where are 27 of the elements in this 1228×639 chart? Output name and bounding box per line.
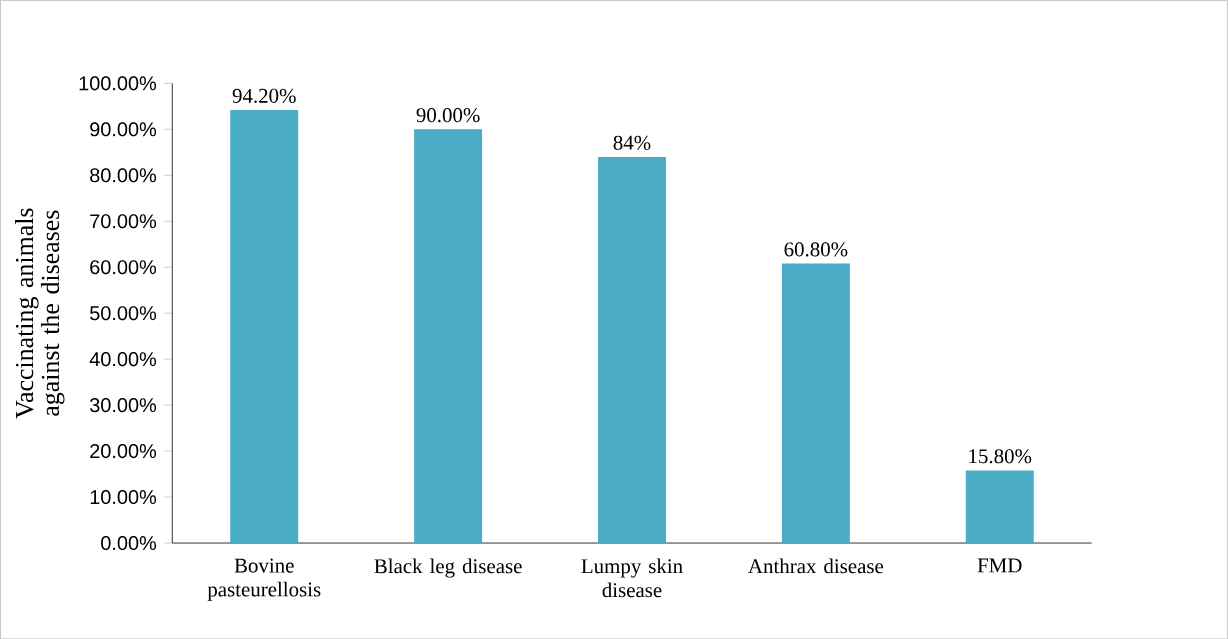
y-tick-label: 40.00% [89,351,157,367]
y-tick-label: 0.00% [101,535,157,550]
y-tick-label: 100.00% [79,76,157,91]
y-tick-label: 10.00% [90,489,157,504]
data-label: 60.80% [784,242,848,257]
y-tick-label: 90.00% [90,122,157,137]
x-tick-label: Bovine pasteurellosis [207,558,321,601]
data-label: 94.20% [232,88,296,103]
x-tick-label: Anthrax disease [748,558,884,574]
bar [230,109,299,543]
y-tick-label: 60.00% [90,259,157,275]
y-tick-label: 30.00% [89,397,157,412]
x-tick-label: Lumpy skin disease [581,558,683,598]
y-tick-label: 50.00% [90,305,157,321]
bar [414,129,483,543]
data-label: 15.80% [969,449,1032,464]
y-axis-title: Vaccinating animals against the diseases [15,208,65,419]
x-tick-label: Black leg disease [374,558,522,578]
data-label: 90.00% [416,107,480,123]
y-tick-label: 20.00% [90,443,157,458]
y-tick-label: 70.00% [90,214,157,229]
y-tick-label: 80.00% [90,168,157,183]
bar [965,470,1034,543]
bar [598,156,666,543]
data-label: 84% [613,135,651,150]
x-tick-label: FMD [977,558,1022,573]
bar [781,263,850,543]
